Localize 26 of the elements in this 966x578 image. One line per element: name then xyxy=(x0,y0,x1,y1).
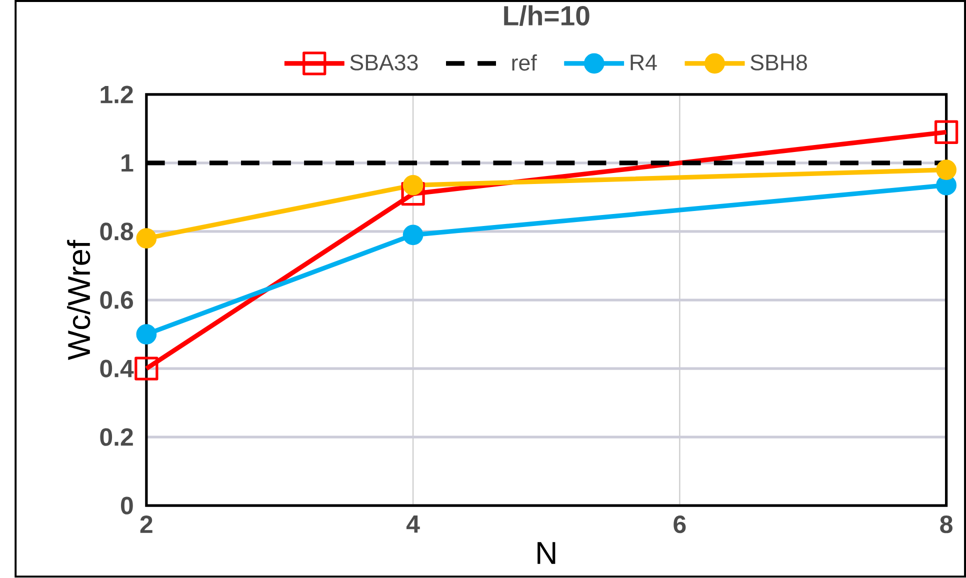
x-tick-label: 2 xyxy=(140,516,152,534)
y-tick-label: 1 xyxy=(122,154,134,172)
y-axis-title: Wc/Wref xyxy=(67,240,90,360)
x-tick-label: 6 xyxy=(674,516,686,534)
point xyxy=(134,356,158,381)
y-tick-label: 0.2 xyxy=(100,428,133,446)
chart-title: L/h=10 xyxy=(504,6,590,26)
x-tick-label: 4 xyxy=(406,516,420,533)
y-tick-label: 0.8 xyxy=(100,222,134,241)
y-tick-label: 0 xyxy=(121,496,133,515)
x-axis-title: N xyxy=(538,542,556,564)
point xyxy=(934,120,958,144)
y-tick-label: 1.2 xyxy=(100,86,133,104)
point xyxy=(402,224,424,246)
legend-label: SBH8 xyxy=(750,54,807,71)
point xyxy=(136,324,157,345)
point xyxy=(401,182,425,206)
y-tick-label: 0.6 xyxy=(100,291,133,310)
y-tick-label: 0.4 xyxy=(100,360,134,378)
legend-label: R4 xyxy=(630,54,657,70)
legend-label: ref xyxy=(512,54,537,71)
point xyxy=(136,228,157,249)
x-tick-label: 8 xyxy=(940,516,952,534)
legend-label: SBA33 xyxy=(350,54,418,71)
point xyxy=(936,160,956,180)
point xyxy=(402,175,424,196)
